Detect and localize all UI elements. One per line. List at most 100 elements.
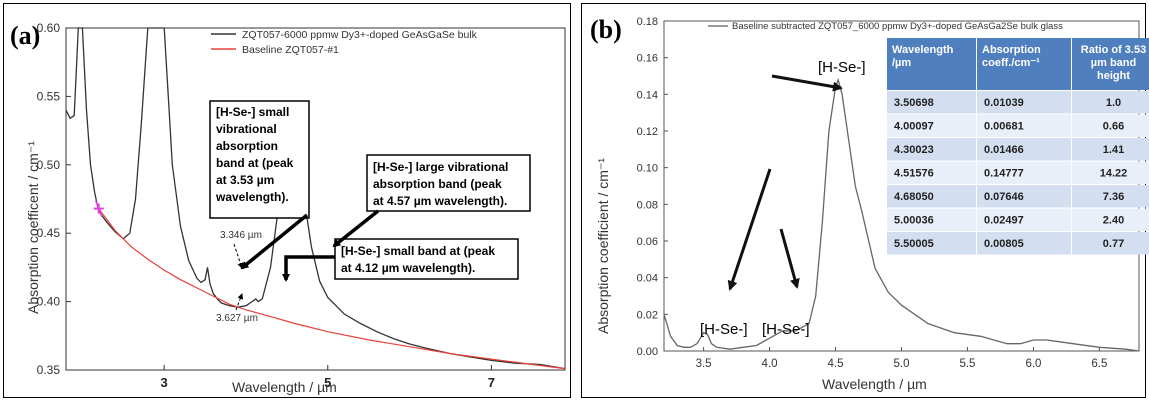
x-tick-label-b: 6.0 [1025,358,1041,370]
y-tick-label-b: 0.12 [637,126,658,138]
table-header-cell [977,38,1071,90]
magenta-marker-stroke [95,200,103,217]
table-cell [887,232,976,255]
y-tick-label-b: 0.18 [637,16,658,28]
table-cell [977,232,1071,255]
annotation-line: [H-Se-] large vibrational [373,160,508,174]
y-tick-label-a: 0.35 [37,363,61,377]
y-tick-label-b: 0.02 [637,309,658,321]
table-cell-text: 1.41 [1103,144,1124,156]
legend-a: ZQT057-6000 ppmw Dy3+-doped GeAsGaSe bul… [211,29,478,56]
arrow-peak-3.51 [727,168,772,291]
y-tick-label-b: 0.00 [637,346,658,358]
series-line-sample [65,27,566,370]
y-tick-label-b: 0.04 [637,273,658,285]
x-tick-label-b: 5.5 [959,358,975,370]
table-header-cell [1072,38,1149,90]
series-line-baseline [98,208,566,370]
table-cell [977,185,1071,208]
y-tick-label-a: 0.55 [37,89,61,103]
table-cell-text: 0.66 [1103,121,1124,133]
y-axis-label-a: Absorption coefficent / cm⁻¹ [25,141,41,314]
panel-a: (a) 0.35 0.40 0.45 0.50 0.55 0.60 3 5 7 ZQT057-6… [3,3,571,398]
marker-3627-label: 3.627 µm [216,313,258,324]
table-cell-text: 4.00097 [894,121,934,133]
table-cell-text: 4.51576 [894,168,934,180]
y-tick-label-b: 0.06 [637,236,658,248]
x-axis-label-b: Wavelength / µm [822,376,927,392]
annotation-line: [H-Se-] small [216,105,289,119]
table-header-text: µm band [1091,57,1136,69]
annotation-line: [H-Se-] small band at (peak [341,244,495,258]
panel-b-label: (b) [590,15,622,44]
table-cell-text: 3.50698 [894,97,934,109]
annotation-box [209,100,310,219]
table-cell-text: 0.00681 [984,121,1024,133]
y-axis-label-b: Absorption coefficient / cm⁻¹ [595,158,611,334]
arrow-4.12 [282,255,335,282]
x-axis-label-a: Wavelength / µm [232,379,337,395]
y-tick-label-a: 0.60 [37,21,61,35]
table-cell [977,114,1071,137]
table-cell [977,208,1071,231]
arrow-3.53 [240,213,309,270]
table-cell-text: 2.40 [1103,215,1124,227]
table-cell-text: 0.01466 [984,144,1024,156]
plot-a-frame [65,27,566,371]
table-cell [887,185,976,208]
x-tick-label-a: 5 [324,375,331,390]
y-tick-label-b: 0.08 [637,199,658,211]
marker-3627-arrow [235,293,244,311]
table-header-cell [887,38,976,90]
peak-label-3.51: [H-Se-] [700,321,748,338]
magenta-marker [93,200,104,217]
table-cell [1072,138,1149,161]
table-header-text: height [1097,70,1130,82]
peak-label-4.10: [H-Se-] [762,321,810,338]
table-cell-text: 7.36 [1103,191,1124,203]
table-cell [1072,161,1149,184]
legend-a-baseline: Baseline ZQT057-#1 [242,44,339,56]
chart-a: (a) 0.35 0.40 0.45 0.50 0.55 0.60 3 5 7 ZQT057-6… [10,21,566,395]
table-cell-text: 0.00805 [984,238,1024,250]
annotation-box [334,238,519,280]
y-tick-label-a: 0.40 [37,295,61,309]
table-cell [887,161,976,184]
table-cell [1072,185,1149,208]
x-tick-label-b: 4.5 [828,358,844,370]
chart-b: (b) 0.00 0.02 0.04 0.06 0.08 0.10 0.12 0.14 0.16… [590,15,1149,392]
y-tick-label-b: 0.10 [637,163,658,175]
table-cell [887,208,976,231]
y-tick-label-a: 0.45 [37,226,61,240]
panel-a-label: (a) [10,21,40,50]
table-cell [1072,91,1149,114]
annotation-line: vibrational [216,122,277,136]
table-cell [887,114,976,137]
peak-label-4.52: [H-Se-] [818,59,866,76]
table-cell-text: 0.01039 [984,97,1024,109]
table-cell [1072,232,1149,255]
table-cell-text: 4.68050 [894,191,934,203]
annotation-small-band-353: [H-Se-] small vibrational absorption ban… [209,100,310,219]
table-cell [977,161,1071,184]
x-tick-label-b: 3.5 [696,358,712,370]
table-cell-text: 5.50005 [894,238,934,250]
annotation-line: at 4.12 µm wavelength). [341,261,475,275]
legend-a-sample: ZQT057-6000 ppmw Dy3+-doped GeAsGaSe bul… [242,29,478,41]
table-cell [1072,114,1149,137]
table-cell-text: 4.30023 [894,144,934,156]
table-cell-text: 0.14777 [984,168,1024,180]
annotation-line: absorption band (peak [373,177,502,191]
annotation-line: at 4.57 µm wavelength). [373,194,507,208]
table-cell-text: 5.00036 [894,215,934,227]
x-tick-label-b: 6.5 [1091,358,1107,370]
annotation-box [366,154,531,212]
legend-b-label: Baseline subtracted ZQT057_6000 ppmw Dy3… [732,21,1063,32]
table-header-text: Absorption [982,44,1041,56]
table-cell-text: 0.07646 [984,191,1024,203]
annotation-small-band-412: [H-Se-] small band at (peak at 4.12 µm w… [334,238,519,280]
y-tick-label-b: 0.14 [637,89,658,101]
table-cell-text: 1.0 [1106,97,1121,109]
table-cell [977,138,1071,161]
